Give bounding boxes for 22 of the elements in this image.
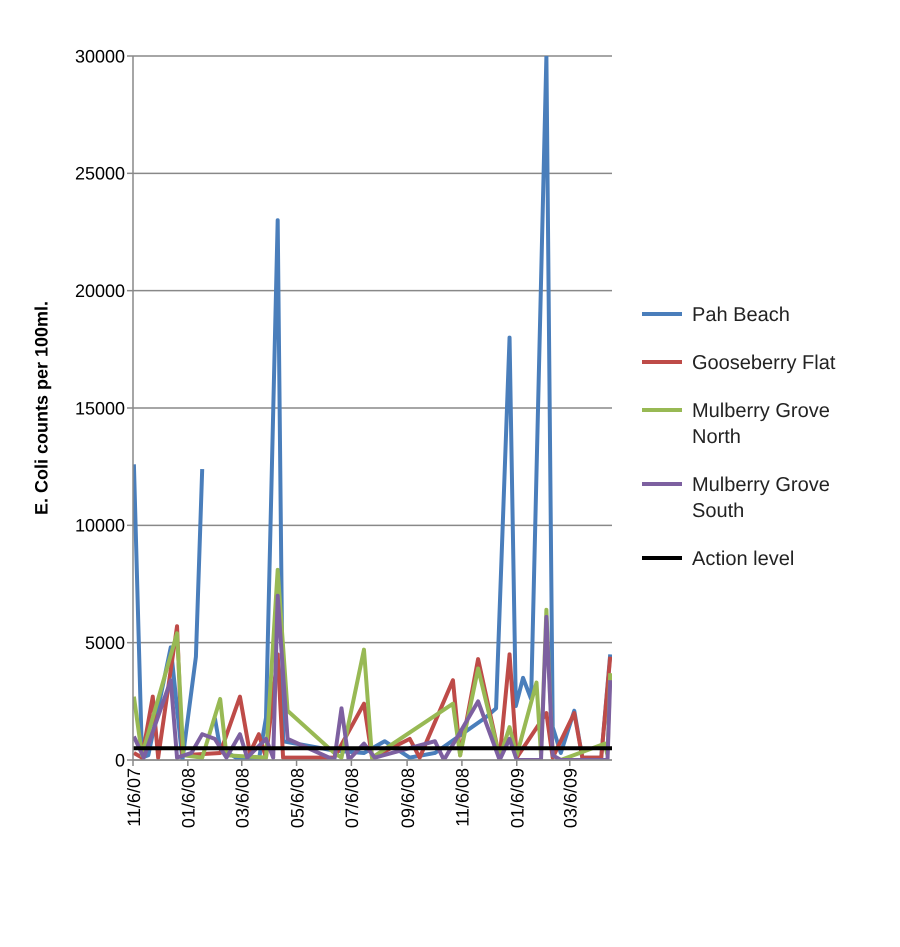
x-tick-label: 03/6/08: [232, 768, 253, 828]
y-tick-label: 5000: [84, 633, 125, 654]
legend-label: Action level: [692, 547, 794, 572]
legend-label: Gooseberry Flat: [692, 351, 836, 376]
y-tick-label: 25000: [74, 164, 125, 184]
legend-label: Pah Beach: [692, 303, 790, 328]
x-tick-label: 03/6/09: [560, 768, 581, 828]
legend-label: Mulberry Grove North: [692, 399, 831, 450]
x-tick-label: 01/6/09: [508, 768, 528, 828]
x-tick-label: 11/6/07: [124, 768, 144, 827]
x-tick-label: 11/6/08: [452, 768, 473, 827]
x-tick-label: 09/6/08: [398, 768, 418, 828]
x-tick-label: 05/6/08: [287, 768, 308, 828]
y-tick-label: 0: [114, 750, 125, 770]
y-tick-label: 30000: [74, 46, 125, 66]
y-tick-label: 10000: [74, 516, 125, 536]
y-axis-title: E. Coli counts per 100ml.: [31, 300, 52, 516]
y-tick-label: 20000: [74, 281, 125, 302]
x-tick-label: 01/6/08: [178, 768, 199, 828]
x-tick-label: 07/6/08: [342, 768, 362, 828]
legend-label: Mulberry Grove South: [692, 473, 831, 524]
y-tick-label: 15000: [74, 398, 125, 418]
